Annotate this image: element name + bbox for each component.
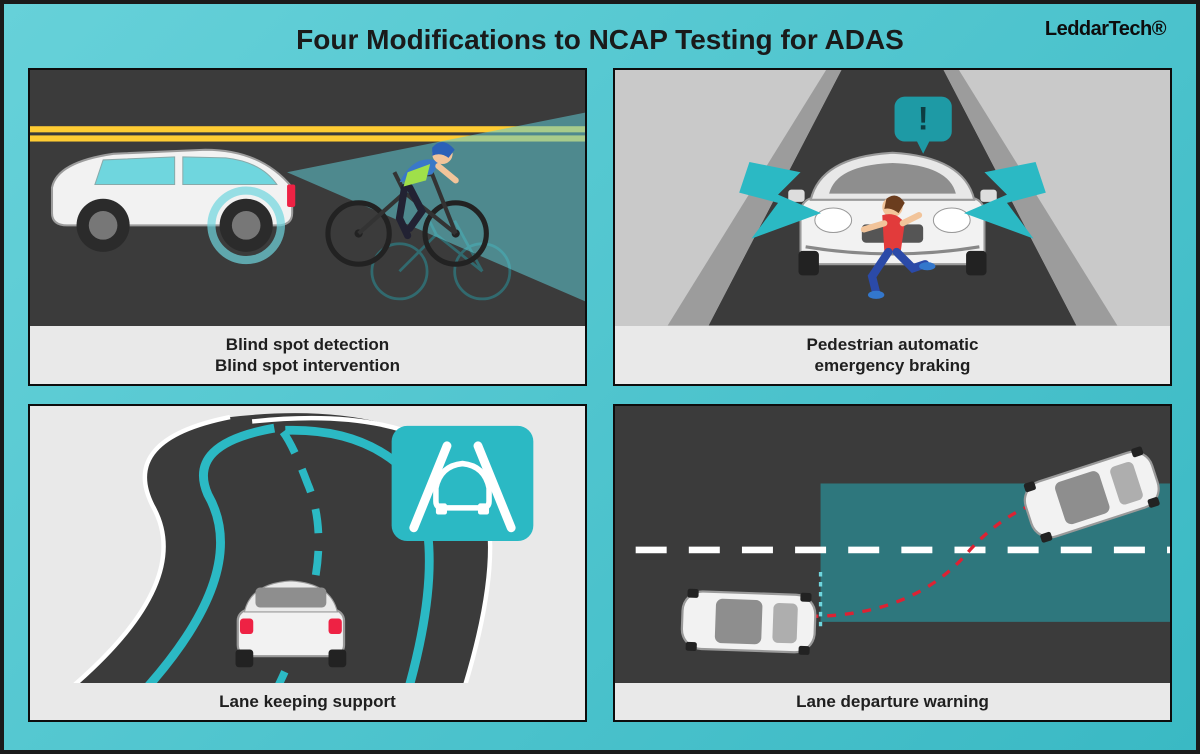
panel-grid: Blind spot detection Blind spot interven… — [28, 68, 1172, 722]
panel-lane-departure: Lane departure warning — [613, 404, 1172, 722]
scene-lane-departure — [615, 406, 1170, 683]
caption-text: Lane departure warning — [796, 692, 989, 711]
infographic-container: LeddarTech® Four Modifications to NCAP T… — [0, 0, 1200, 754]
page-title: Four Modifications to NCAP Testing for A… — [28, 24, 1172, 56]
svg-text:!: ! — [918, 99, 929, 136]
caption-text: emergency braking — [815, 356, 971, 375]
scene-pedestrian-aeb: ! — [615, 70, 1170, 326]
caption-lane-departure: Lane departure warning — [615, 683, 1170, 720]
scene-lane-keeping — [30, 406, 585, 683]
caption-lane-keeping: Lane keeping support — [30, 683, 585, 720]
brand-logo: LeddarTech® — [1045, 18, 1166, 41]
caption-text: Blind spot detection — [226, 335, 389, 354]
caption-text: Blind spot intervention — [215, 356, 400, 375]
car-topdown-a-icon — [681, 589, 816, 656]
scene-blind-spot — [30, 70, 585, 326]
caption-text: Pedestrian automatic — [807, 335, 979, 354]
caption-text: Lane keeping support — [219, 692, 396, 711]
lane-assist-icon — [392, 426, 534, 541]
panel-lane-keeping: Lane keeping support — [28, 404, 587, 722]
panel-blind-spot: Blind spot detection Blind spot interven… — [28, 68, 587, 386]
caption-pedestrian-aeb: Pedestrian automatic emergency braking — [615, 326, 1170, 385]
caption-blind-spot: Blind spot detection Blind spot interven… — [30, 326, 585, 385]
panel-pedestrian-aeb: ! — [613, 68, 1172, 386]
